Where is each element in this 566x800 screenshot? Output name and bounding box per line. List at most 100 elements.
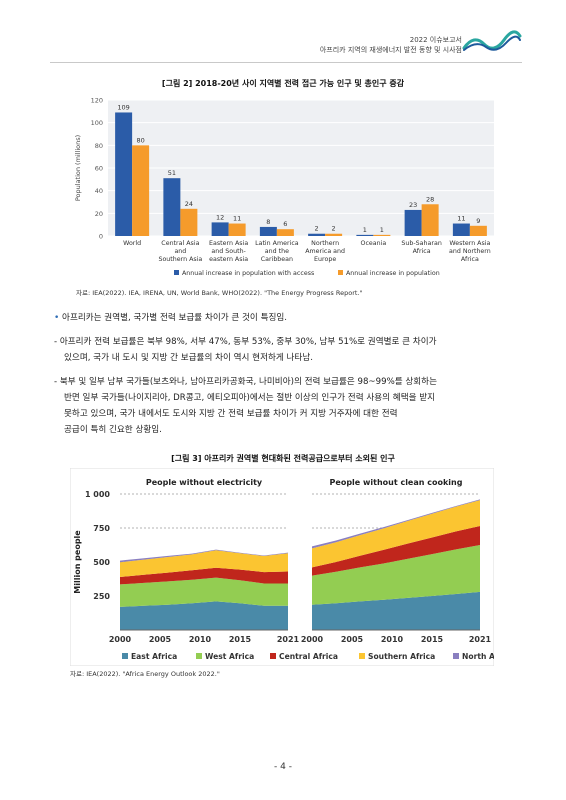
legend-swatch (453, 653, 459, 659)
dash1-line1: - 아프리카 전력 보급률은 북부 98%, 서부 47%, 동부 53%, 중… (54, 337, 437, 347)
dash2-line1: - 북부 및 일부 남부 국가들(보츠와나, 남아프리카공화국, 나미비아)의 … (54, 377, 437, 387)
page-number: - 4 - (274, 762, 292, 772)
area-series (120, 550, 288, 577)
x-tick-label: 2021 (277, 635, 300, 644)
bar (404, 209, 422, 236)
figure3-source: 자료: IEA(2022). "Africa Energy Outlook 20… (70, 670, 220, 678)
x-tick-label: Africa (413, 248, 431, 255)
x-tick-label: Northern (311, 240, 339, 247)
legend-swatch (338, 270, 343, 275)
x-tick-label: Latin America (255, 240, 299, 247)
bar (228, 223, 246, 236)
bar (132, 145, 150, 236)
figure2-bar-chart: 0 20 40 60 80 100 120 Population (millions) 109 8… (74, 97, 494, 277)
legend-swatch (122, 653, 128, 659)
area-series (312, 499, 480, 549)
legend-swatch (270, 653, 276, 659)
bar (115, 112, 133, 236)
bar-value-label: 11 (457, 215, 465, 223)
bar (469, 225, 487, 236)
area-series (312, 500, 480, 568)
bar-value-label: 6 (283, 220, 287, 228)
bar (276, 229, 294, 236)
bar-value-label: 2 (332, 225, 336, 233)
y-axis-label: Million people (73, 530, 82, 594)
bullet-text: 아프리카는 권역별, 국가별 전력 보급률 차이가 큰 것이 특징임. (62, 313, 288, 323)
dash1-line2: 있으며, 국가 내 도시 및 지방 간 보급률의 차이 역시 현저하게 나타남. (64, 353, 313, 363)
dash2-line4: 공급이 특히 긴요한 상황임. (64, 425, 162, 435)
x-tick-label: Southern Asia (158, 256, 202, 263)
bar (421, 204, 439, 236)
x-tick-label: Oceania (360, 240, 386, 247)
dash-paragraph-2: - 북부 및 일부 남부 국가들(보츠와나, 남아프리카공화국, 나미비아)의 … (54, 374, 437, 438)
y-tick-label: 100 (91, 119, 103, 127)
bar (163, 178, 181, 236)
legend-label: Central Africa (279, 652, 338, 661)
bar-value-label: 1 (380, 226, 384, 234)
legend-swatch (174, 270, 179, 275)
x-tick-label: 2000 (109, 635, 132, 644)
figure2-title: [그림 2] 2018-20년 사이 지역별 전력 접근 가능 인구 및 총인구… (161, 79, 405, 88)
bar (211, 222, 229, 236)
x-tick-label: World (123, 240, 141, 247)
bar-value-label: 2 (315, 225, 319, 233)
y-tick-label: 250 (93, 592, 110, 601)
figure3-title: [그림 3] 아프리카 권역별 현대화된 전력공급으로부터 소외된 인구 (171, 454, 395, 463)
bar-value-label: 1 (363, 226, 367, 234)
legend-swatch (359, 653, 365, 659)
dash-paragraph-1: - 아프리카 전력 보급률은 북부 98%, 서부 47%, 동부 53%, 중… (54, 334, 437, 366)
wave-logo-icon (462, 30, 522, 51)
bullet-paragraph: • 아프리카는 권역별, 국가별 전력 보급률 차이가 큰 것이 특징임. (54, 310, 287, 326)
x-tick-label: and Northern (449, 248, 491, 255)
legend-label: Annual increase in population with acces… (182, 270, 314, 277)
bar-value-label: 11 (233, 215, 241, 223)
bar (259, 226, 277, 236)
header-divider (50, 62, 522, 63)
bar-value-label: 8 (266, 218, 270, 226)
x-tick-label: 2015 (229, 635, 252, 644)
y-tick-label: 20 (95, 210, 103, 218)
bar-value-label: 51 (168, 169, 176, 177)
report-title: 2022 이슈보고서 (409, 36, 462, 44)
report-subtitle: 아프리카 지역의 재생에너지 발전 동향 및 시사점 (319, 46, 462, 54)
y-tick-label: 1 000 (85, 490, 110, 499)
area-series (120, 577, 288, 607)
y-tick-label: 120 (91, 97, 103, 105)
legend-label: East Africa (131, 652, 177, 661)
bar (308, 233, 326, 236)
y-tick-label: 750 (93, 524, 110, 533)
legend-label: North Africa (462, 652, 494, 661)
bar-value-label: 9 (476, 217, 480, 225)
bar (356, 234, 374, 236)
bar (180, 208, 198, 236)
figure2-source: 자료: IEA(2022). IEA, IRENA, UN, World Ban… (76, 289, 363, 297)
legend-label: Southern Africa (368, 652, 435, 661)
figure3-area-chart: 250 500 750 1 000 Million people People witho… (70, 468, 494, 666)
panel-title: People without electricity (146, 478, 263, 487)
x-tick-label: Western Asia (449, 240, 490, 247)
x-tick-label: 2005 (341, 635, 364, 644)
x-tick-label: 2010 (189, 635, 212, 644)
x-tick-label: 2010 (381, 635, 404, 644)
y-tick-label: 80 (95, 142, 103, 150)
dash2-line3: 못하고 있으며, 국가 내에서도 도시와 지방 간 전력 보급률 차이가 커 지… (64, 409, 398, 419)
y-tick-label: 0 (99, 233, 103, 241)
area-series (120, 567, 288, 585)
x-tick-label: and the (265, 248, 289, 255)
x-tick-label: 2005 (149, 635, 172, 644)
bar-value-label: 24 (185, 200, 193, 208)
x-tick-label: 2021 (469, 635, 492, 644)
area-series (312, 526, 480, 576)
y-tick-label: 60 (95, 165, 103, 173)
panel-title: People without clean cooking (330, 478, 463, 487)
x-tick-label: Sub-Saharan (401, 240, 441, 247)
legend-label: Annual increase in population (346, 270, 440, 277)
bar-value-label: 12 (216, 213, 224, 221)
x-tick-label: Europe (314, 256, 336, 263)
bar (325, 233, 343, 236)
dash2-line2: 반면 일부 국가들(나이지리아, DR콩고, 에티오피아)에서는 절반 이상의 … (64, 393, 436, 403)
bar-value-label: 23 (409, 201, 417, 209)
x-tick-label: and (174, 248, 186, 255)
x-tick-label: Caribbean (261, 256, 293, 263)
area-series (312, 545, 480, 605)
